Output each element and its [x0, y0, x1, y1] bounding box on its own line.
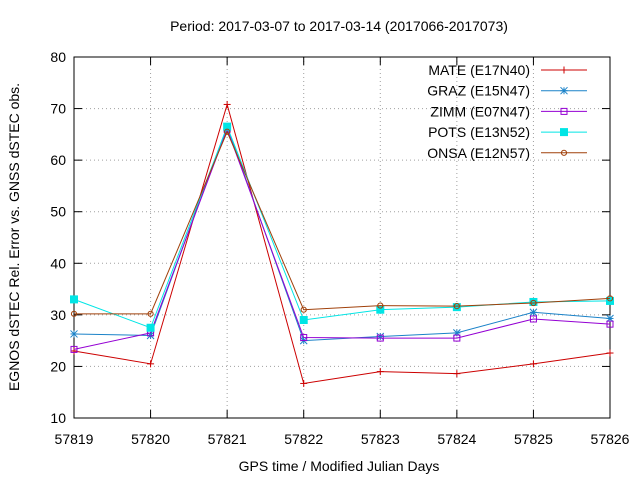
x-tick-label: 57822: [284, 431, 323, 447]
data-point-mate: [376, 368, 384, 376]
legend-marker: [560, 86, 568, 95]
y-tick-label: 60: [50, 152, 66, 168]
series-line-graz: [73, 125, 611, 342]
y-tick-label: 20: [50, 358, 66, 374]
legend-entry-zimm: ZIMM (E07N47): [430, 103, 587, 119]
y-tick-label: 30: [50, 307, 66, 323]
chart-title: Period: 2017-03-07 to 2017-03-14 (201706…: [170, 18, 508, 34]
data-point-onsa: [530, 299, 537, 307]
legend-marker: [560, 128, 568, 137]
data-point-graz: [529, 308, 538, 317]
y-tick-label: 40: [50, 255, 66, 271]
legend-marker: [560, 107, 568, 115]
data-point-mate: [223, 100, 231, 108]
data-point-zimm: [529, 315, 537, 323]
x-tick-label: 57824: [437, 431, 476, 447]
legend-label: ONSA (E12N57): [427, 145, 530, 161]
data-point-mate: [147, 360, 155, 368]
legend-marker: [560, 66, 568, 74]
legend-entry-graz: GRAZ (E15N47): [427, 83, 587, 99]
series-mate: [70, 100, 614, 387]
data-point-mate: [453, 370, 461, 378]
legend-entry-pots: POTS (E13N52): [428, 124, 587, 140]
x-tick-label: 57820: [131, 431, 170, 447]
x-tick-label: 57821: [208, 431, 247, 447]
data-point-onsa: [453, 302, 460, 310]
data-point-zimm: [300, 334, 308, 342]
axis-ticks: 57819 57820 57821 57822 57823 57824 57825 57826…: [50, 49, 629, 447]
data-point-pots: [70, 295, 78, 304]
data-series: [70, 100, 614, 387]
x-axis-label: GPS time / Modified Julian Days: [239, 458, 440, 474]
legend: MATE (E17N40) GRAZ (E15N47) ZIMM (E07N47) P…: [427, 62, 587, 161]
series-pots: [70, 122, 614, 332]
legend-label: GRAZ (E15N47): [427, 83, 530, 99]
data-point-onsa: [147, 310, 154, 317]
data-point-zimm: [606, 320, 614, 328]
y-tick-label: 50: [50, 204, 66, 220]
data-point-graz: [70, 330, 78, 338]
data-point-mate: [529, 360, 537, 368]
series-line-pots: [73, 125, 611, 329]
data-point-pots: [223, 122, 232, 131]
data-point-mate: [606, 349, 614, 357]
x-tick-label: 57826: [591, 431, 630, 447]
y-tick-label: 80: [50, 49, 66, 65]
legend-label: POTS (E13N52): [428, 124, 530, 140]
x-tick-label: 57823: [361, 431, 400, 447]
x-tick-label: 57819: [55, 431, 94, 447]
data-point-zimm: [453, 334, 461, 342]
legend-entry-mate: MATE (E17N40): [428, 62, 587, 78]
data-point-zimm: [70, 345, 78, 353]
data-point-zimm: [376, 334, 384, 342]
series-line-mate: [73, 102, 611, 385]
data-point-onsa: [224, 128, 231, 135]
series-onsa: [70, 128, 614, 317]
x-tick-label: 57825: [514, 431, 553, 447]
series-line-onsa: [74, 130, 611, 315]
data-point-graz: [376, 332, 385, 341]
series-line-zimm: [73, 127, 611, 350]
data-point-onsa: [70, 310, 78, 317]
legend-entry-onsa: ONSA (E12N57): [427, 145, 587, 161]
data-point-pots: [146, 323, 155, 332]
y-axis-label: EGNOS dSTEC Rel. Error vs. GNSS dSTEC ob…: [6, 83, 22, 391]
data-point-onsa: [300, 306, 307, 313]
legend-label: ZIMM (E07N47): [430, 103, 530, 119]
data-point-pots: [376, 305, 385, 314]
y-tick-label: 70: [50, 101, 66, 117]
plot-frame: [73, 56, 611, 419]
data-point-pots: [299, 316, 308, 325]
data-point-onsa: [377, 302, 384, 309]
legend-label: MATE (E17N40): [428, 62, 530, 78]
legend-marker: [560, 149, 568, 156]
data-point-mate: [70, 347, 78, 355]
y-tick-label: 10: [50, 410, 66, 426]
data-point-mate: [300, 379, 308, 387]
data-point-onsa: [606, 295, 614, 302]
